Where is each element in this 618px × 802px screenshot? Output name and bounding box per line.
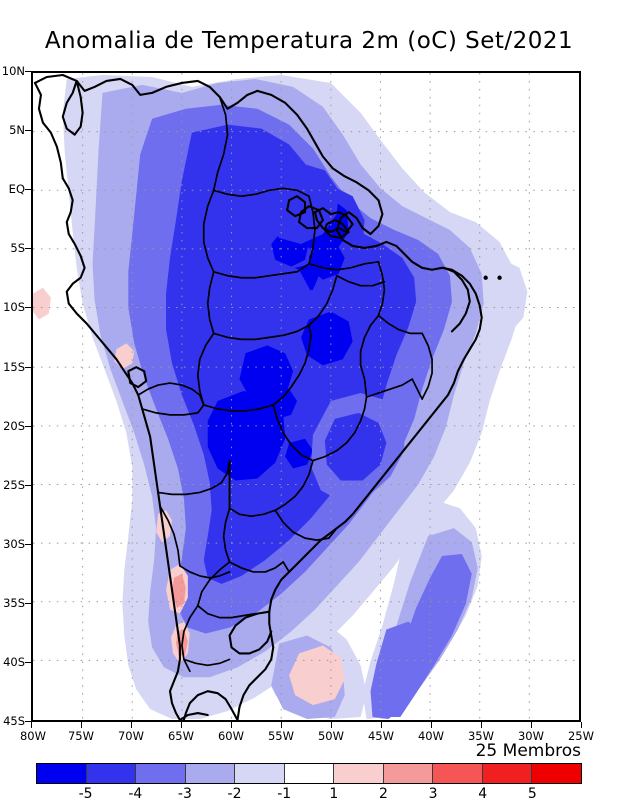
x-axis-label-60W: 60W <box>217 729 245 743</box>
x-tick <box>131 722 132 728</box>
y-axis-label-45S: 45S <box>3 714 25 728</box>
colorbar-segment <box>383 764 434 783</box>
colorbar-tick--4: -4 <box>128 786 143 802</box>
y-axis-label-40S: 40S <box>3 655 25 669</box>
y-tick <box>25 485 31 486</box>
colorbar-segment <box>284 764 335 783</box>
x-axis-label-80W: 80W <box>19 729 47 743</box>
coastline-layer <box>33 73 502 720</box>
x-tick <box>381 722 382 728</box>
x-tick <box>281 722 282 728</box>
x-tick <box>431 722 432 728</box>
y-tick <box>25 248 31 249</box>
x-axis-label-25W: 25W <box>567 729 595 743</box>
y-tick <box>25 367 31 368</box>
x-tick <box>181 722 182 728</box>
anomaly-shading-layer <box>62 74 528 720</box>
y-tick <box>25 603 31 604</box>
colorbar-tick-3: 3 <box>428 786 438 802</box>
y-tick <box>25 544 31 545</box>
colorbar-tick-2: 2 <box>379 786 388 802</box>
x-tick <box>81 722 82 728</box>
x-axis-label-70W: 70W <box>117 729 145 743</box>
y-axis-label-20S: 20S <box>3 419 25 433</box>
colorbar-tick-5: 5 <box>527 786 537 802</box>
y-axis-label-EQ: EQ <box>8 182 25 196</box>
colorbar <box>36 763 582 784</box>
y-axis-label-5N: 5N <box>9 123 25 137</box>
y-tick <box>25 662 31 663</box>
y-tick <box>25 189 31 190</box>
x-tick <box>481 722 482 728</box>
x-axis-label-30W: 30W <box>517 729 545 743</box>
colorbar-segment <box>136 764 186 783</box>
y-axis-label-25S: 25S <box>3 478 25 492</box>
y-axis-label-10S: 10S <box>3 300 25 314</box>
x-axis-label-45W: 45W <box>367 729 395 743</box>
y-tick <box>25 426 31 427</box>
colorbar-segment <box>482 764 533 783</box>
ensemble-members-label: 25 Membros <box>475 741 581 761</box>
colorbar-segment <box>86 764 137 783</box>
colorbar-segment <box>334 764 384 783</box>
y-axis-label-10N: 10N <box>1 64 25 78</box>
colorbar-segment <box>433 764 483 783</box>
colorbar-segment <box>235 764 285 783</box>
y-axis-label-30S: 30S <box>3 537 25 551</box>
x-axis-label-50W: 50W <box>317 729 345 743</box>
x-axis-label-55W: 55W <box>267 729 295 743</box>
colorbar-segment <box>185 764 236 783</box>
colorbar-segment <box>532 764 582 783</box>
y-tick <box>25 721 31 722</box>
anomaly-map-svg <box>33 73 579 720</box>
colorbar-tick--1: -1 <box>277 786 292 802</box>
colorbar-labels: -5 -4 -3 -2 -1 1 2 3 4 5 <box>36 786 582 802</box>
colorbar-tick--5: -5 <box>78 786 93 802</box>
colorbar-segment <box>37 764 87 783</box>
x-tick <box>231 722 232 728</box>
map-frame <box>31 71 581 722</box>
y-axis-label-15S: 15S <box>3 360 25 374</box>
page-title: Anomalia de Temperatura 2m (oC) Set/2021 <box>44 28 574 54</box>
y-axis-label-35S: 35S <box>3 596 25 610</box>
colorbar-tick--3: -3 <box>177 786 192 802</box>
colorbar-tick--2: -2 <box>227 786 242 802</box>
x-axis-label-40W: 40W <box>417 729 445 743</box>
x-tick <box>331 722 332 728</box>
y-tick <box>25 307 31 308</box>
x-axis-label-35W: 35W <box>467 729 495 743</box>
colorbar-tick-1: 1 <box>329 786 339 802</box>
x-tick <box>581 722 582 728</box>
x-axis-label-65W: 65W <box>167 729 195 743</box>
map-plot-area <box>25 71 582 728</box>
x-axis-label-75W: 75W <box>67 729 95 743</box>
colorbar-tick-4: 4 <box>478 786 488 802</box>
y-tick <box>25 130 31 131</box>
y-tick <box>25 71 31 72</box>
y-axis-label-5S: 5S <box>10 241 25 255</box>
x-tick <box>31 722 32 728</box>
x-tick <box>531 722 532 728</box>
